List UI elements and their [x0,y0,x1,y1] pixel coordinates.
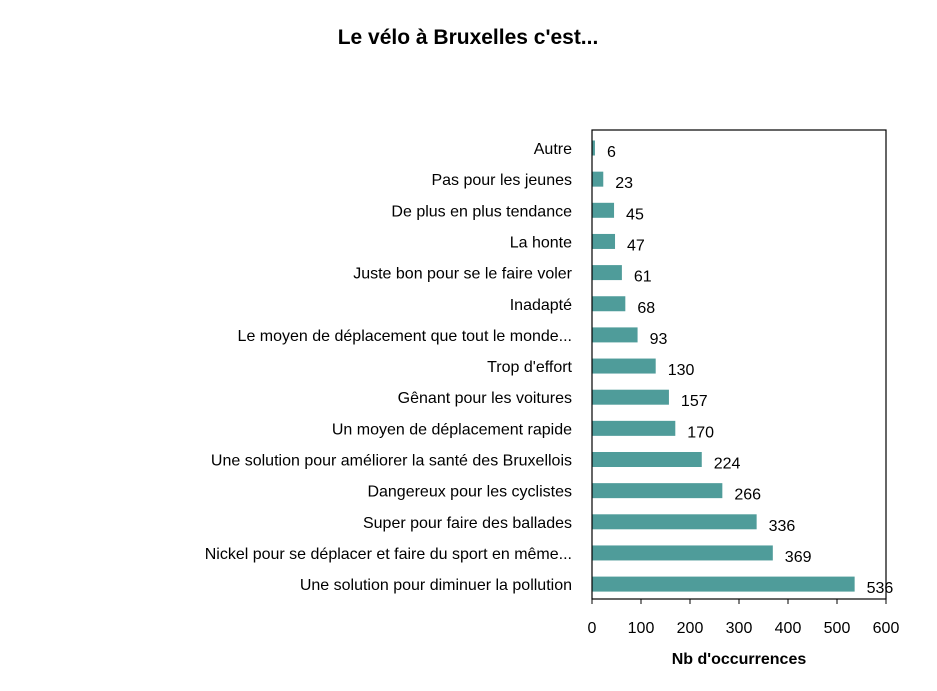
bar [592,202,615,218]
category-labels: Autre Pas pour les jeunes De plus en plus … [205,141,573,594]
bar [592,233,616,249]
x-tick-label: 100 [628,620,655,637]
bar [592,171,604,187]
value-label: 45 [626,206,644,223]
x-tick-label: 400 [775,620,802,637]
category-label: Gênant pour les voitures [398,390,572,407]
category-label: Dangereux pour les cyclistes [367,484,572,501]
category-label: Nickel pour se déplacer et faire du spor… [205,546,572,563]
x-axis-title: Nb d'occurrences [672,651,807,668]
value-label: 93 [650,331,668,348]
category-label: Autre [534,141,572,158]
bar [592,296,626,312]
bar [592,545,773,561]
plot-frame [591,129,887,600]
value-label: 68 [637,300,655,317]
value-label: 266 [734,487,761,504]
x-tick-label: 300 [726,620,753,637]
x-tick-label: 500 [824,620,851,637]
bar [592,389,669,405]
x-axis-ticks: 0 100 200 300 400 500 600 [588,599,900,637]
category-label: Une solution pour diminuer la pollution [300,577,572,594]
value-label: 6 [607,144,616,161]
chart-title: Le vélo à Bruxelles c'est... [338,26,599,49]
bar [592,140,595,156]
bar [592,358,656,374]
x-tick-label: 0 [588,620,597,637]
bar [592,265,622,281]
category-label: Inadapté [510,297,572,314]
x-tick-label: 200 [677,620,704,637]
value-label: 157 [681,393,708,410]
category-label: Trop d'effort [487,359,572,376]
category-label: De plus en plus tendance [391,203,572,220]
category-label: Le moyen de déplacement que tout le mond… [238,328,572,345]
value-label: 47 [627,237,645,254]
bar [592,452,702,467]
category-label: Un moyen de déplacement rapide [332,421,572,438]
value-label: 336 [769,518,796,535]
category-label: Pas pour les jeunes [431,172,572,189]
category-label: Une solution pour améliorer la santé des… [211,453,572,470]
value-label: 61 [634,269,652,286]
category-label: La honte [510,234,572,251]
bar [592,420,676,436]
bars-group [592,140,855,592]
x-tick-label: 600 [873,620,900,637]
value-label: 170 [687,424,714,441]
value-label: 23 [615,175,633,192]
value-label: 536 [867,580,894,597]
category-label: Juste bon pour se le faire voler [353,266,572,283]
value-label: 130 [668,362,695,379]
bar [592,327,638,343]
category-label: Super pour faire des ballades [363,515,572,532]
value-label: 369 [785,549,812,566]
bar [592,514,757,530]
bar [592,576,855,592]
value-label: 224 [714,456,741,473]
bar [592,483,723,499]
